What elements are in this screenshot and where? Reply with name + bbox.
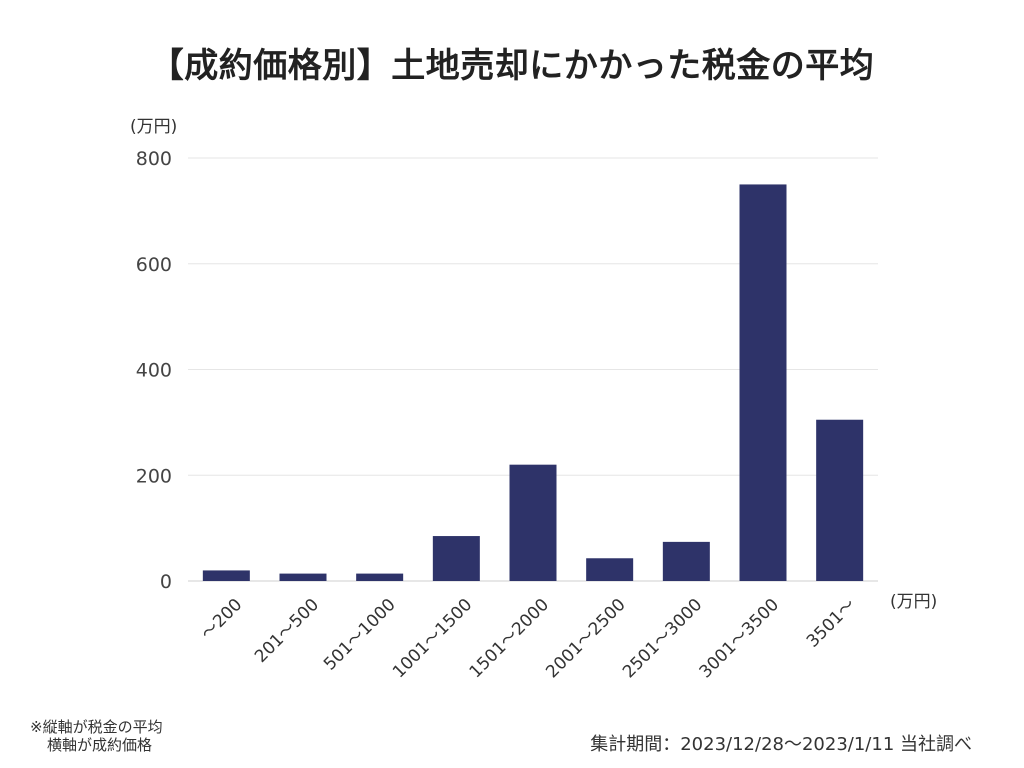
y-tick-label: 400: [136, 360, 172, 382]
y-axis-unit-label: (万円): [130, 117, 178, 137]
x-tick-label: 2501～3000: [619, 595, 706, 682]
axis-note: ※縦軸が税金の平均 横軸が成約価格: [30, 718, 163, 754]
bar-5: [509, 464, 557, 581]
x-tick-label: 1001～1500: [389, 595, 476, 682]
source-note: 集計期間：2023/12/28〜2023/1/11 当社調べ: [590, 734, 972, 755]
bar-8: [739, 184, 787, 581]
axis-note-line2: 横軸が成約価格: [47, 736, 153, 754]
axis-note-line1: ※縦軸が税金の平均: [30, 718, 163, 736]
y-tick-label: 0: [160, 571, 172, 593]
bar-4: [432, 536, 480, 581]
bar-2: [279, 573, 327, 581]
x-tick-label: 201～500: [251, 595, 323, 667]
x-tick-label: ～200: [197, 595, 246, 644]
bar-3: [356, 573, 404, 581]
y-tick-label: 800: [136, 148, 172, 170]
bar-9: [816, 419, 864, 581]
y-tick-label: 600: [136, 254, 172, 276]
x-tick-label: 2001～2500: [542, 595, 629, 682]
y-axis-ticks: 0 200 400 600 800: [136, 148, 172, 593]
x-tick-label: 1501～2000: [466, 595, 553, 682]
y-tick-label: 200: [136, 465, 172, 487]
x-tick-label: 3001～3500: [696, 595, 783, 682]
bar-7: [662, 541, 710, 581]
x-tick-label: 3501～: [803, 595, 860, 652]
x-axis-unit-label: (万円): [890, 592, 938, 612]
bar-1: [202, 570, 250, 581]
x-tick-label: 501～1000: [320, 595, 400, 675]
bar-6: [586, 558, 634, 581]
bars: [202, 184, 864, 581]
x-axis-ticks: ～200 201～500501～10001001～15001501～2000200…: [197, 595, 859, 682]
chart-title: 【成約価格別】土地売却にかかった税金の平均: [149, 46, 875, 86]
